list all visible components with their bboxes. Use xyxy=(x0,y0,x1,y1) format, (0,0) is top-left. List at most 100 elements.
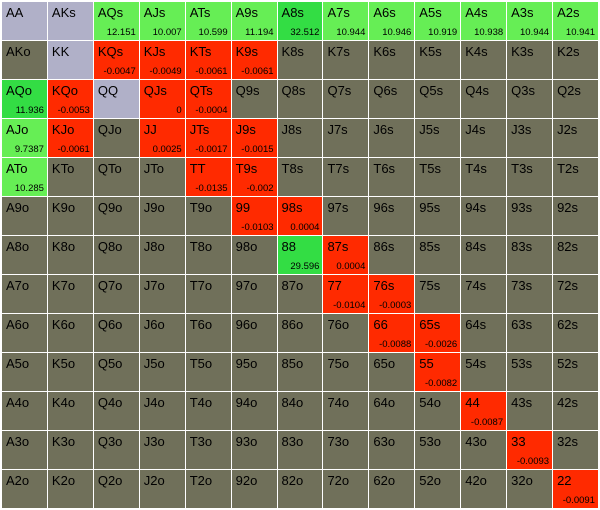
hand-cell[interactable]: KQs -0.0047 xyxy=(93,41,139,79)
hand-cell[interactable]: 52o xyxy=(415,470,461,508)
hand-cell[interactable]: J6s xyxy=(369,119,415,157)
hand-cell[interactable]: 74o xyxy=(323,392,369,430)
hand-cell[interactable]: 43o xyxy=(461,431,507,469)
hand-cell[interactable]: QJs 0 xyxy=(139,80,185,118)
hand-cell[interactable]: Q6o xyxy=(93,314,139,352)
hand-cell[interactable]: 82s xyxy=(553,236,598,274)
hand-cell[interactable]: 96s xyxy=(369,197,415,235)
hand-cell[interactable]: K5o xyxy=(47,353,93,391)
hand-cell[interactable]: J4o xyxy=(139,392,185,430)
hand-cell[interactable]: T3o xyxy=(185,431,231,469)
hand-cell[interactable]: Q8s xyxy=(277,80,323,118)
hand-cell[interactable]: J4s xyxy=(461,119,507,157)
hand-cell[interactable]: A2o xyxy=(2,470,47,508)
hand-cell[interactable]: 97o xyxy=(231,275,277,313)
hand-cell[interactable]: J3s xyxy=(507,119,553,157)
hand-cell[interactable]: J9o xyxy=(139,197,185,235)
hand-cell[interactable]: 62o xyxy=(369,470,415,508)
hand-cell[interactable]: 53o xyxy=(415,431,461,469)
hand-cell[interactable]: J5s xyxy=(415,119,461,157)
hand-cell[interactable]: K9s -0.0061 xyxy=(231,41,277,79)
hand-cell[interactable]: 65o xyxy=(369,353,415,391)
hand-cell[interactable]: 22 -0.0091 xyxy=(553,470,598,508)
hand-cell[interactable]: 93o xyxy=(231,431,277,469)
hand-cell[interactable]: 54o xyxy=(415,392,461,430)
hand-cell[interactable]: A4o xyxy=(2,392,47,430)
hand-cell[interactable]: 65s -0.0026 xyxy=(415,314,461,352)
hand-cell[interactable]: AQo 11.936 xyxy=(2,80,47,118)
hand-cell[interactable]: 93s xyxy=(507,197,553,235)
hand-cell[interactable]: A3s 10.944 xyxy=(507,2,553,40)
hand-cell[interactable]: A2s 10.941 xyxy=(553,2,598,40)
hand-cell[interactable]: K2s xyxy=(553,41,598,79)
hand-cell[interactable]: 32o xyxy=(507,470,553,508)
hand-cell[interactable]: T7s xyxy=(323,158,369,196)
hand-cell[interactable]: T5s xyxy=(415,158,461,196)
hand-cell[interactable]: 85o xyxy=(277,353,323,391)
hand-cell[interactable]: K5s xyxy=(415,41,461,79)
hand-cell[interactable]: K7s xyxy=(323,41,369,79)
hand-cell[interactable]: 75o xyxy=(323,353,369,391)
hand-cell[interactable]: JTs -0.0017 xyxy=(185,119,231,157)
hand-cell[interactable]: 98s 0.0004 xyxy=(277,197,323,235)
hand-cell[interactable]: J7s xyxy=(323,119,369,157)
hand-cell[interactable]: 95o xyxy=(231,353,277,391)
hand-cell[interactable]: 96o xyxy=(231,314,277,352)
hand-cell[interactable]: 66 -0.0088 xyxy=(369,314,415,352)
hand-cell[interactable]: A6o xyxy=(2,314,47,352)
hand-cell[interactable]: Q8o xyxy=(93,236,139,274)
hand-cell[interactable]: K4o xyxy=(47,392,93,430)
hand-cell[interactable]: A8o xyxy=(2,236,47,274)
hand-cell[interactable]: Q3s xyxy=(507,80,553,118)
hand-cell[interactable]: KQo -0.0053 xyxy=(47,80,93,118)
hand-cell[interactable]: J3o xyxy=(139,431,185,469)
hand-cell[interactable]: 99 -0.0103 xyxy=(231,197,277,235)
hand-cell[interactable]: T4o xyxy=(185,392,231,430)
hand-cell[interactable]: A4s 10.938 xyxy=(461,2,507,40)
hand-cell[interactable]: 64o xyxy=(369,392,415,430)
hand-cell[interactable]: 86s xyxy=(369,236,415,274)
hand-cell[interactable]: A3o xyxy=(2,431,47,469)
hand-cell[interactable]: Q9s xyxy=(231,80,277,118)
hand-cell[interactable]: JTo xyxy=(139,158,185,196)
hand-cell[interactable]: 86o xyxy=(277,314,323,352)
hand-cell[interactable]: T4s xyxy=(461,158,507,196)
hand-cell[interactable]: J9s -0.0015 xyxy=(231,119,277,157)
hand-cell[interactable]: J7o xyxy=(139,275,185,313)
hand-cell[interactable]: Q5o xyxy=(93,353,139,391)
hand-cell[interactable]: ATo 10.285 xyxy=(2,158,47,196)
hand-cell[interactable]: Q6s xyxy=(369,80,415,118)
hand-cell[interactable]: 84s xyxy=(461,236,507,274)
hand-cell[interactable]: 95s xyxy=(415,197,461,235)
hand-cell[interactable]: A9s 11.194 xyxy=(231,2,277,40)
hand-cell[interactable]: K6o xyxy=(47,314,93,352)
hand-cell[interactable]: 55 -0.0082 xyxy=(415,353,461,391)
hand-cell[interactable]: J8o xyxy=(139,236,185,274)
hand-cell[interactable]: QQ xyxy=(93,80,139,118)
hand-cell[interactable]: 87s 0.0004 xyxy=(323,236,369,274)
hand-cell[interactable]: T7o xyxy=(185,275,231,313)
hand-cell[interactable]: 76s -0.0003 xyxy=(369,275,415,313)
hand-cell[interactable]: T2o xyxy=(185,470,231,508)
hand-cell[interactable]: 83s xyxy=(507,236,553,274)
hand-cell[interactable]: Q2o xyxy=(93,470,139,508)
hand-cell[interactable]: J6o xyxy=(139,314,185,352)
hand-cell[interactable]: A7o xyxy=(2,275,47,313)
hand-cell[interactable]: K3o xyxy=(47,431,93,469)
hand-cell[interactable]: QJo xyxy=(93,119,139,157)
hand-cell[interactable]: T6s xyxy=(369,158,415,196)
hand-cell[interactable]: Q7o xyxy=(93,275,139,313)
hand-cell[interactable]: 87o xyxy=(277,275,323,313)
hand-cell[interactable]: KJo -0.0061 xyxy=(47,119,93,157)
hand-cell[interactable]: ATs 10.599 xyxy=(185,2,231,40)
hand-cell[interactable]: 63s xyxy=(507,314,553,352)
hand-cell[interactable]: Q2s xyxy=(553,80,598,118)
hand-cell[interactable]: AKo xyxy=(2,41,47,79)
hand-cell[interactable]: 63o xyxy=(369,431,415,469)
hand-cell[interactable]: 85s xyxy=(415,236,461,274)
hand-cell[interactable]: A8s 32.512 xyxy=(277,2,323,40)
hand-cell[interactable]: 44 -0.0087 xyxy=(461,392,507,430)
hand-cell[interactable]: 82o xyxy=(277,470,323,508)
hand-cell[interactable]: 52s xyxy=(553,353,598,391)
hand-cell[interactable]: AA xyxy=(2,2,47,40)
